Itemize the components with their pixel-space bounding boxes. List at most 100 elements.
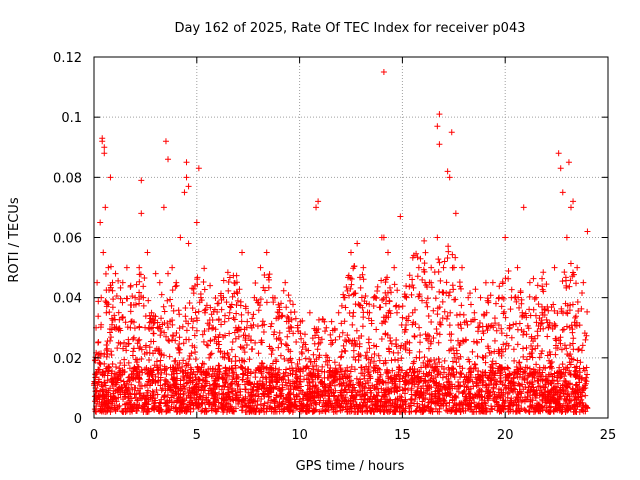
data-point <box>405 313 412 320</box>
data-point <box>119 408 126 415</box>
data-point <box>101 150 108 157</box>
data-point <box>130 375 137 382</box>
data-point <box>311 408 318 415</box>
data-point <box>450 286 457 293</box>
data-point <box>279 312 286 319</box>
data-point <box>478 336 485 343</box>
data-point <box>213 340 220 347</box>
x-tick-label: 25 <box>600 428 617 443</box>
data-point <box>499 391 506 398</box>
data-point <box>225 352 232 359</box>
data-point <box>139 369 146 376</box>
data-point <box>149 376 156 383</box>
data-point <box>209 325 216 332</box>
data-point <box>284 342 291 349</box>
data-point <box>418 408 425 415</box>
data-point <box>584 308 591 315</box>
data-point <box>414 403 421 410</box>
data-point <box>492 394 499 401</box>
data-point <box>170 375 177 382</box>
data-point <box>265 369 272 376</box>
data-point <box>436 304 443 311</box>
data-point <box>161 366 168 373</box>
data-point <box>194 391 201 398</box>
data-point <box>386 297 393 304</box>
data-point <box>364 349 371 356</box>
data-point <box>149 316 156 323</box>
data-point <box>579 407 586 414</box>
data-point <box>313 326 320 333</box>
data-point <box>129 376 136 383</box>
data-point <box>293 338 300 345</box>
data-point <box>268 351 275 358</box>
data-point <box>241 358 248 365</box>
data-point <box>526 306 533 313</box>
data-point <box>216 331 223 338</box>
data-point <box>92 388 99 395</box>
data-point <box>116 325 123 332</box>
data-point <box>145 297 152 304</box>
data-point <box>363 355 370 362</box>
data-point <box>183 159 190 166</box>
data-point <box>520 331 527 338</box>
y-tick-label: 0 <box>74 412 82 427</box>
data-point <box>425 312 432 319</box>
data-point <box>97 361 104 368</box>
data-point <box>338 353 345 360</box>
data-point <box>272 356 279 363</box>
data-point <box>580 279 587 286</box>
data-point <box>225 287 232 294</box>
data-point <box>491 370 498 377</box>
data-point <box>347 275 354 282</box>
data-point <box>469 378 476 385</box>
data-point <box>194 274 201 281</box>
data-point <box>500 341 507 348</box>
data-point <box>106 329 113 336</box>
data-point <box>152 373 159 380</box>
data-point <box>331 359 338 366</box>
data-point <box>386 346 393 353</box>
data-point <box>186 356 193 363</box>
data-point <box>108 348 115 355</box>
data-point <box>358 294 365 301</box>
data-point <box>362 402 369 409</box>
data-point <box>424 403 431 410</box>
data-point <box>554 310 561 317</box>
data-point <box>446 174 453 181</box>
data-point <box>444 254 451 261</box>
data-point <box>235 333 242 340</box>
data-point <box>170 307 177 314</box>
data-point <box>483 406 490 413</box>
data-point <box>505 267 512 274</box>
data-point <box>518 390 525 397</box>
data-point <box>399 314 406 321</box>
data-point <box>560 326 567 333</box>
data-point <box>465 386 472 393</box>
data-point <box>282 279 289 286</box>
data-point <box>103 396 110 403</box>
data-point <box>508 334 515 341</box>
data-point <box>392 303 399 310</box>
data-point <box>150 330 157 337</box>
data-point <box>230 272 237 279</box>
data-point <box>534 282 541 289</box>
data-point <box>386 307 393 314</box>
data-point <box>559 361 566 368</box>
data-point <box>180 357 187 364</box>
data-point <box>103 341 110 348</box>
data-point <box>435 256 442 263</box>
data-point <box>199 331 206 338</box>
data-point <box>277 336 284 343</box>
data-point <box>559 326 566 333</box>
data-point <box>552 351 559 358</box>
data-point <box>347 368 354 375</box>
data-point <box>534 377 541 384</box>
data-point <box>352 301 359 308</box>
data-point <box>472 361 479 368</box>
data-point <box>507 306 514 313</box>
data-point <box>174 344 181 351</box>
data-point <box>278 300 285 307</box>
data-point <box>435 388 442 395</box>
data-point <box>366 345 373 352</box>
data-point <box>123 264 130 271</box>
